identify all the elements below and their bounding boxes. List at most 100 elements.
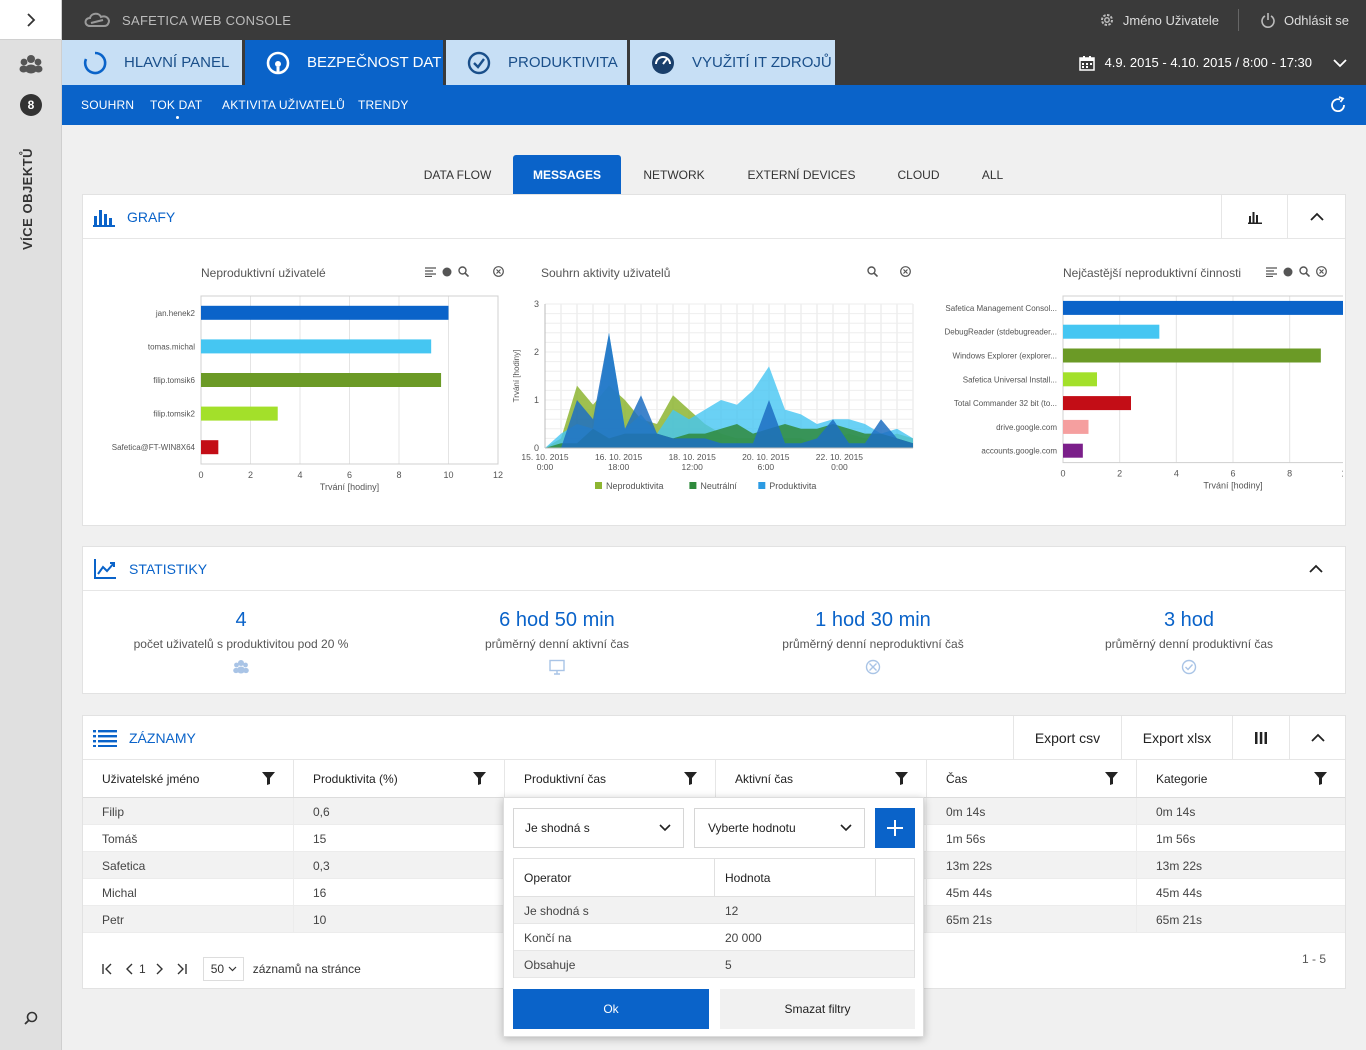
table-cell: Tomáš: [83, 825, 294, 852]
expand-sidebar-button[interactable]: [0, 0, 61, 40]
y-tick-label: 1: [534, 395, 539, 405]
column-header-time[interactable]: Čas: [927, 760, 1137, 797]
add-filter-button[interactable]: [875, 808, 915, 848]
value-select[interactable]: Vyberte hodnotu: [694, 808, 865, 848]
column-header-username[interactable]: Uživatelské jméno: [83, 760, 294, 797]
tab-dashboard[interactable]: HLAVNÍ PANEL: [62, 40, 242, 85]
subnav-summary[interactable]: SOUHRN: [81, 98, 135, 112]
more-objects-label[interactable]: VÍCE OBJEKTŮ: [20, 147, 35, 250]
tab-messages[interactable]: MESSAGES: [513, 155, 621, 195]
stat-value: 6 hod 50 min: [499, 609, 615, 631]
cross-circle-icon: [865, 659, 881, 675]
pie-icon[interactable]: [442, 267, 452, 277]
filter-header-actions: [876, 859, 914, 897]
filter-popup: Je shodná s Vyberte hodnotu Operator Hod…: [503, 797, 924, 1037]
x-axis-label: Trvání [hodiny]: [1203, 481, 1262, 491]
chart-type-button[interactable]: [1221, 195, 1287, 239]
close-chart-icon[interactable]: [493, 266, 504, 277]
category-label: DebugReader (stdebugreader...: [944, 328, 1057, 337]
collapse-statistics-button[interactable]: [1287, 547, 1345, 591]
legend-icon[interactable]: [425, 266, 436, 277]
filter-icon[interactable]: [1314, 772, 1327, 785]
user-menu[interactable]: Jméno Uživatele: [1099, 0, 1219, 40]
stat-low-productivity-users: 4 počet uživatelů s produktivitou pod 20…: [83, 591, 399, 675]
zoom-icon[interactable]: [867, 266, 878, 277]
page-size-select[interactable]: 50: [202, 957, 244, 981]
last-page-icon[interactable]: [176, 963, 188, 975]
logout-button[interactable]: Odhlásit se: [1260, 0, 1349, 40]
subnav-trends[interactable]: TRENDY: [358, 98, 409, 112]
x-tick-label: 12:00: [682, 462, 704, 472]
legend-icon[interactable]: [1266, 266, 1277, 277]
x-tick-label: 22. 10. 2015: [816, 452, 864, 462]
filter-icon[interactable]: [473, 772, 486, 785]
refresh-button[interactable]: [1328, 95, 1348, 115]
charts-panel-title: GRAFY: [127, 208, 176, 225]
refresh-icon: [1331, 96, 1345, 113]
zoom-icon[interactable]: [1299, 266, 1310, 277]
column-header-productivity[interactable]: Produktivita (%): [294, 760, 505, 797]
filter-row[interactable]: Končí na 20 000: [514, 924, 914, 951]
operator-select-value: Je shodná s: [525, 821, 590, 835]
zoom-icon[interactable]: [458, 266, 469, 277]
charts-panel: GRAFY Neproduktivní uživatelé 0 2 4 6 8 10 12 j…: [82, 194, 1346, 526]
filter-row[interactable]: Je shodná s 12: [514, 897, 914, 924]
filter-icon[interactable]: [1105, 772, 1118, 785]
area-series: [545, 332, 913, 448]
tab-it-resources[interactable]: VYUŽITÍ IT ZDROJŮ: [630, 40, 835, 85]
column-header-category[interactable]: Kategorie: [1137, 760, 1345, 797]
tab-network[interactable]: NETWORK: [643, 168, 705, 182]
tab-external-devices[interactable]: EXTERNÍ DEVICES: [747, 168, 856, 182]
date-range-picker[interactable]: 4.9. 2015 - 4.10. 2015 / 8:00 - 17:30: [1078, 40, 1348, 85]
bar: [1063, 396, 1131, 411]
filter-icon[interactable]: [262, 772, 275, 785]
bar: [1063, 324, 1160, 339]
filter-icon[interactable]: [684, 772, 697, 785]
tab-data-flow[interactable]: DATA FLOW: [423, 168, 492, 182]
x-tick-label: 6: [1230, 469, 1235, 479]
close-chart-icon[interactable]: [1316, 266, 1327, 277]
prev-page-icon[interactable]: [125, 963, 135, 975]
close-chart-icon[interactable]: [900, 266, 911, 277]
bar: [201, 373, 442, 387]
objects-count-badge[interactable]: 8: [20, 94, 42, 116]
users-group-icon[interactable]: [0, 52, 62, 76]
tab-label: BEZPEČNOST DAT: [307, 54, 442, 71]
pie-icon[interactable]: [1283, 267, 1293, 277]
collapse-records-button[interactable]: [1289, 716, 1345, 760]
app-title: SAFETICA WEB CONSOLE: [122, 12, 292, 28]
x-tick-label: 0: [198, 470, 203, 480]
subnav-user-activity[interactable]: AKTIVITA UŽIVATELŮ: [222, 98, 345, 112]
export-csv-button[interactable]: Export csv: [1013, 716, 1121, 760]
current-page[interactable]: 1: [139, 962, 146, 976]
export-xlsx-button[interactable]: Export xlsx: [1121, 716, 1232, 760]
next-page-icon[interactable]: [154, 963, 164, 975]
brand: SAFETICA WEB CONSOLE: [82, 0, 291, 40]
table-cell: [716, 879, 927, 906]
search-icon[interactable]: [0, 1008, 62, 1028]
first-page-icon[interactable]: [101, 963, 113, 975]
columns-button[interactable]: [1232, 716, 1289, 760]
table-cell: 13m 22s: [927, 852, 1137, 879]
x-tick-label: 6: [347, 470, 352, 480]
date-range-text: 4.9. 2015 - 4.10. 2015 / 8:00 - 17:30: [1104, 55, 1312, 70]
operator-select[interactable]: Je shodná s: [513, 808, 684, 848]
column-header-productive-time[interactable]: Produktivní čas: [505, 760, 716, 797]
filter-row[interactable]: Obsahuje 5: [514, 951, 914, 978]
filter-icon[interactable]: [895, 772, 908, 785]
tab-all[interactable]: ALL: [981, 168, 1004, 182]
tab-cloud[interactable]: CLOUD: [897, 168, 940, 182]
table-cell: [716, 798, 927, 825]
subnav-data-flow[interactable]: TOK DAT: [150, 85, 202, 125]
collapse-charts-button[interactable]: [1287, 195, 1345, 239]
tab-productivity[interactable]: PRODUKTIVITA: [446, 40, 627, 85]
legend-label: Neproduktivita: [606, 481, 664, 491]
chart1-title: Neproduktivní uživatelé: [201, 266, 326, 280]
check-circle-icon: [1181, 659, 1197, 675]
clear-filters-button[interactable]: Smazat filtry: [720, 989, 915, 1029]
columns-icon: [1255, 732, 1267, 744]
bar-chart-icon: [93, 209, 115, 227]
column-header-active-time[interactable]: Aktivní čas: [716, 760, 927, 797]
ok-button[interactable]: Ok: [513, 989, 709, 1029]
tab-data-security[interactable]: BEZPEČNOST DAT: [245, 40, 443, 85]
